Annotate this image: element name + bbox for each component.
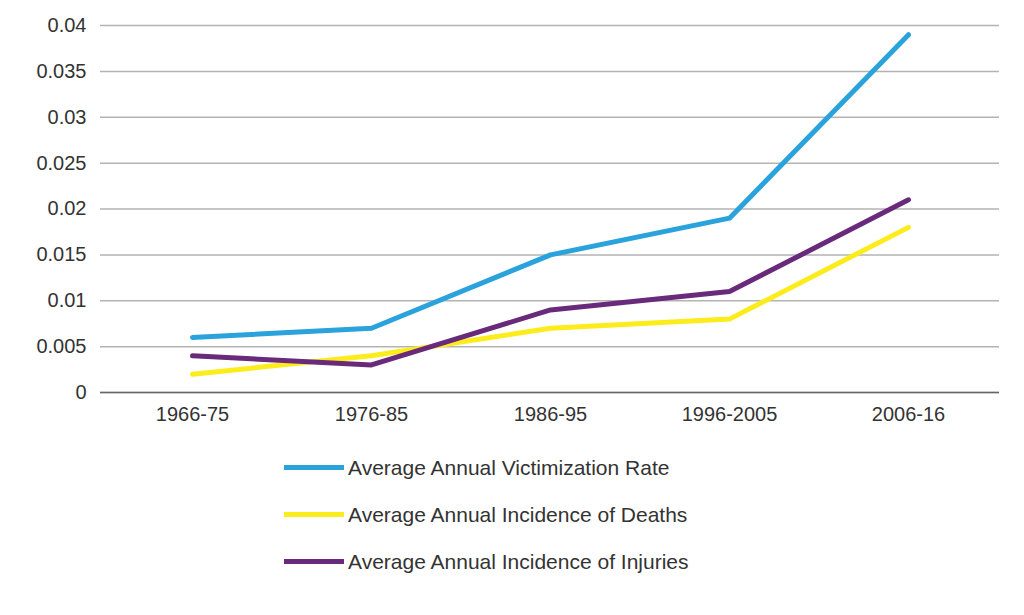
svg-text:0.025: 0.025 [36, 152, 86, 174]
svg-text:0.03: 0.03 [48, 106, 87, 128]
svg-text:2006-16: 2006-16 [872, 403, 945, 425]
svg-text:0.01: 0.01 [48, 289, 87, 311]
html-text:Average Annual Victimization R: Average Annual Victimization Rate [348, 455, 670, 479]
svg-text:0.02: 0.02 [48, 197, 87, 219]
svg-text:0: 0 [75, 381, 86, 403]
svg-text:1976-85: 1976-85 [335, 403, 408, 425]
svg-text:0.035: 0.035 [36, 60, 86, 82]
svg-text:1996-2005: 1996-2005 [682, 403, 778, 425]
svg-text:0.015: 0.015 [36, 243, 86, 265]
html-text:Average Annual Incidence of De: Average Annual Incidence of Deaths [348, 502, 688, 526]
svg-text:1986-95: 1986-95 [514, 403, 587, 425]
html-text:Average Annual Incidence of In: Average Annual Incidence of Injuries [348, 549, 689, 573]
svg-text:0.005: 0.005 [36, 335, 86, 357]
svg-text:0.04: 0.04 [48, 14, 87, 36]
svg-text:1966-75: 1966-75 [156, 403, 229, 425]
